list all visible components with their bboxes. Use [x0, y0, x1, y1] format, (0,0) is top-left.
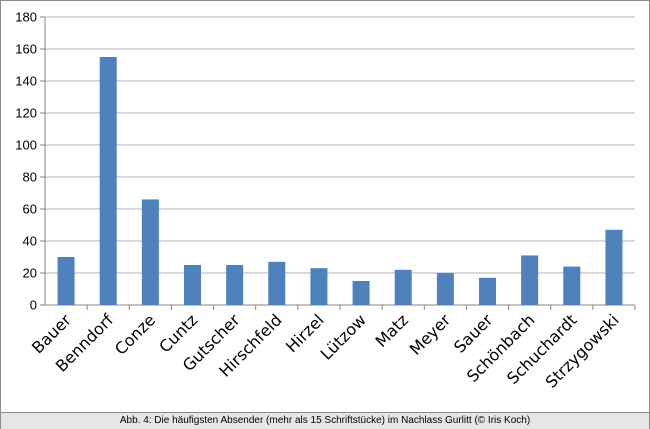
y-tick-label: 40: [23, 234, 37, 249]
bar-schuchardt: [563, 266, 581, 305]
bar-schönbach: [521, 255, 539, 305]
x-tick-label: Lützow: [317, 310, 370, 363]
bar-gutscher: [226, 265, 244, 305]
y-tick-label: 140: [15, 74, 37, 89]
bar-lützow: [352, 281, 370, 305]
y-tick-label: 80: [23, 170, 37, 185]
bar-chart: 020406080100120140160180BauerBenndorfCon…: [15, 10, 636, 392]
y-tick-label: 120: [15, 106, 37, 121]
bar-strzygowski: [605, 229, 623, 305]
y-tick-label: 100: [15, 138, 37, 153]
y-tick-label: 180: [15, 10, 37, 25]
bar-conze: [141, 199, 159, 305]
x-tick-label: Conze: [111, 310, 159, 358]
figure-caption: Abb. 4: Die häufigsten Absender (mehr al…: [1, 412, 649, 429]
y-tick-label: 0: [30, 298, 37, 313]
y-tick-label: 20: [23, 266, 37, 281]
bar-hirzel: [310, 268, 328, 305]
bar-benndorf: [99, 57, 117, 305]
bar-hirschfeld: [268, 261, 286, 305]
y-tick-label: 160: [15, 42, 37, 57]
bar-matz: [394, 269, 412, 305]
bar-bauer: [57, 257, 75, 305]
bar-cuntz: [184, 265, 201, 305]
bar-meyer: [436, 273, 454, 305]
x-tick-label: Meyer: [406, 310, 455, 359]
bar-sauer: [479, 277, 496, 305]
y-tick-label: 60: [23, 202, 37, 217]
